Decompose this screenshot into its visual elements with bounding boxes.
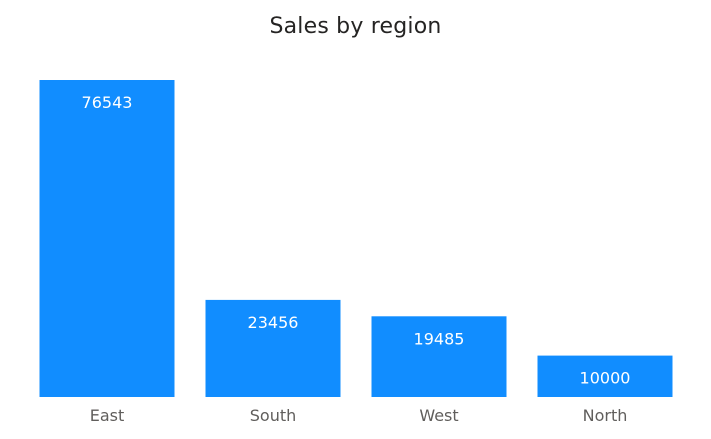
bar-north[interactable] bbox=[537, 355, 673, 397]
x-tick-label-north: North bbox=[583, 406, 628, 425]
data-label-west: 19485 bbox=[414, 329, 465, 348]
x-tick-label-west: West bbox=[419, 406, 458, 425]
x-tick-label-south: South bbox=[250, 406, 297, 425]
data-label-north: 10000 bbox=[580, 369, 631, 388]
bar-west[interactable] bbox=[371, 316, 507, 397]
data-label-east: 76543 bbox=[82, 93, 133, 112]
data-label-south: 23456 bbox=[248, 313, 299, 332]
bar-east[interactable] bbox=[39, 80, 175, 397]
bar-south[interactable] bbox=[205, 299, 341, 397]
x-tick-label-east: East bbox=[90, 406, 125, 425]
chart-title: Sales by region bbox=[269, 14, 442, 39]
